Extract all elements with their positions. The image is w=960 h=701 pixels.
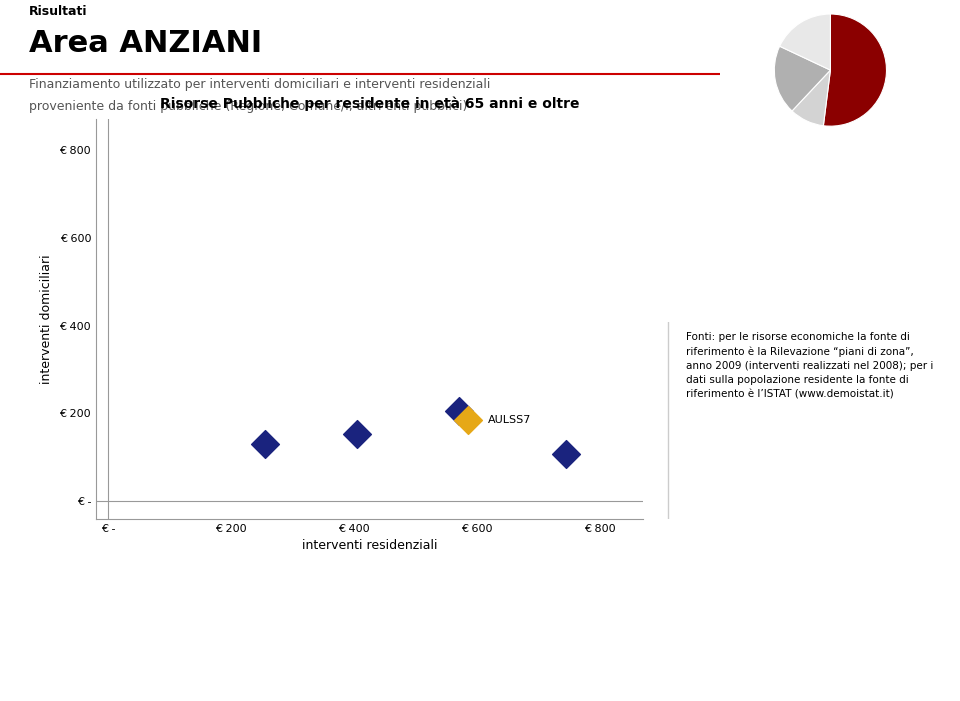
- Title: Risorse Pubbliche per residente in età 65 anni e oltre: Risorse Pubbliche per residente in età 6…: [160, 97, 579, 111]
- Point: [559, 448, 574, 459]
- Point: [460, 414, 475, 426]
- Text: AULSS7: AULSS7: [488, 415, 531, 425]
- Wedge shape: [792, 70, 830, 125]
- Wedge shape: [824, 14, 886, 126]
- Text: Finanziamento utilizzato per interventi domiciliari e interventi residenziali: Finanziamento utilizzato per interventi …: [29, 78, 491, 91]
- Point: [349, 429, 365, 440]
- Text: Fonti: per le risorse economiche la fonte di
riferimento è la Rilevazione “piani: Fonti: per le risorse economiche la font…: [686, 332, 933, 399]
- Point: [451, 406, 467, 417]
- Text: In particolare, qual è il rapporto tra le risorse pubbliche destinate alla domic: In particolare, qual è il rapporto tra l…: [29, 632, 697, 647]
- Text: Risultati: Risultati: [29, 6, 87, 18]
- Text: quelle destinate alla residenzialità?: quelle destinate alla residenzialità?: [29, 674, 308, 688]
- Wedge shape: [775, 46, 830, 111]
- X-axis label: interventi residenziali: interventi residenziali: [301, 539, 438, 552]
- Text: proveniente da fonti pubbliche (Regione, Comune/i, altri enti pubblici): proveniente da fonti pubbliche (Regione,…: [29, 100, 468, 113]
- Y-axis label: interventi domiciliari: interventi domiciliari: [39, 254, 53, 383]
- Text: Area ANZIANI: Area ANZIANI: [29, 29, 262, 58]
- Point: [257, 439, 273, 450]
- Wedge shape: [780, 14, 830, 70]
